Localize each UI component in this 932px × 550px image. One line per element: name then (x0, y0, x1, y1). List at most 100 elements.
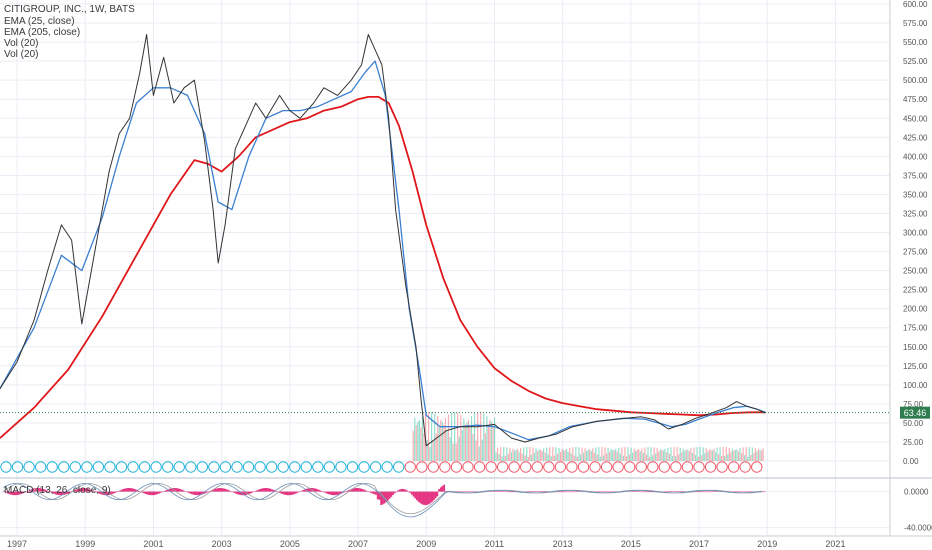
volume-bar (473, 413, 476, 461)
macd-hist-bar (537, 491, 539, 492)
earnings-marker (681, 461, 694, 473)
dividend-marker (242, 461, 255, 473)
volume-bar (653, 447, 655, 461)
volume-bar (630, 447, 632, 461)
macd-hist-bar (458, 491, 461, 493)
event-markers[interactable] (0, 461, 763, 473)
legend-vol-2[interactable]: Vol (20) (4, 49, 39, 60)
volume-bar (556, 453, 559, 461)
price-tick-label: 100.00 (903, 381, 928, 390)
macd-hist-bar (562, 491, 565, 493)
macd-hist-bar (462, 491, 464, 493)
price-tick-label: 225.00 (903, 286, 928, 295)
macd-hist-bar (126, 488, 128, 492)
time-axis[interactable]: 1997 1999 2001 2003 2005 2007 2009 2011 2013 2015… (0, 535, 932, 549)
macd-hist-bar (414, 491, 417, 499)
volume-bar (532, 447, 534, 461)
volume-bar (619, 453, 621, 461)
volume-bar (543, 448, 545, 461)
price-axis[interactable]: 600.00 575.00 550.00 525.00 500.00 475.00 450.… (889, 0, 928, 536)
macd-hist-bar (170, 488, 173, 492)
macd-hist-bar (46, 490, 48, 492)
macd-hist-bar (470, 491, 473, 493)
macd-hist-bar (702, 491, 705, 493)
macd-hist-bar (695, 491, 698, 493)
volume-bar (641, 448, 643, 461)
macd-hist-bar (335, 491, 338, 495)
volume-bar (467, 419, 470, 461)
volume-bar (662, 450, 664, 461)
volume-bar (618, 447, 620, 461)
volume-bar (455, 443, 457, 461)
macd-hist-bar (422, 491, 425, 505)
macd-hist-bar (576, 491, 579, 492)
macd-hist-bar (81, 488, 84, 492)
earnings-marker (462, 461, 474, 473)
macd-hist-bar (146, 491, 149, 495)
macd-hist-bar (390, 491, 393, 497)
earnings-marker (416, 461, 428, 473)
earnings-marker (566, 461, 578, 473)
volume-bar (576, 456, 578, 461)
price-lines (0, 34, 766, 447)
last-price-line: 63.46 (0, 406, 930, 419)
macd-hist-bar (175, 488, 178, 492)
volume-bar (668, 453, 671, 461)
volume-bar (745, 447, 747, 461)
macd-hist-bar (538, 491, 541, 492)
macd-hist-bar (567, 491, 570, 493)
legend-vol-1[interactable]: Vol (20) (4, 38, 39, 49)
volume-bar (440, 419, 442, 461)
macd-hist-bar (361, 488, 364, 492)
time-tick-label: 1997 (7, 539, 27, 549)
volume-bar (487, 427, 489, 461)
volume-bar (590, 451, 592, 461)
dividend-marker (208, 461, 220, 473)
price-tick-label: 200.00 (903, 305, 928, 314)
macd-hist-bar (381, 491, 384, 505)
volume-bar (561, 448, 563, 461)
dividend-marker (173, 461, 185, 473)
legend-ema-25[interactable]: EMA (25, close) (4, 16, 75, 27)
macd-hist-bar (526, 491, 529, 493)
macd-hist-bar (284, 491, 287, 495)
macd-hist-bar (364, 490, 367, 492)
macd-hist-bar (306, 488, 309, 492)
dividend-marker (300, 461, 312, 473)
macd-hist-bar (533, 491, 536, 492)
volume-bar (559, 451, 562, 461)
volume-bar (460, 414, 462, 461)
macd-hist-bar (322, 491, 325, 493)
volume-bar (529, 447, 531, 461)
macd-hist-bar (410, 491, 413, 495)
macd-hist-bar (163, 490, 166, 492)
legend-ema-205[interactable]: EMA (205, close) (4, 27, 81, 38)
macd-hist-bar (412, 491, 415, 497)
volume-bar (466, 422, 468, 461)
volume-bars (412, 412, 764, 461)
macd-hist-bar (363, 489, 365, 492)
volume-bar (558, 447, 560, 461)
macd-hist-bar (47, 491, 50, 492)
macd-hist-bar (600, 491, 602, 493)
macd-hist-bar (356, 488, 359, 492)
macd-hist-bar (90, 489, 93, 492)
macd-hist-bar (197, 491, 200, 496)
dividend-marker (231, 461, 243, 473)
macd-hist-bar (545, 491, 548, 492)
macd-hist-bar (385, 491, 388, 503)
macd-hist-bar (112, 491, 115, 494)
macd-hist-bar (289, 491, 292, 496)
macd-hist-bar (100, 491, 103, 495)
macd-hist-bar (88, 489, 91, 492)
dividend-marker (369, 461, 382, 473)
macd-hist-bar (42, 489, 45, 492)
dividend-marker (104, 461, 116, 473)
legend-macd[interactable]: MACD (13, 26, close, 9) (4, 485, 111, 496)
volume-bar (421, 416, 424, 461)
earnings-marker (727, 461, 740, 473)
volume-bar (412, 430, 414, 461)
macd-panel[interactable]: 0.0000 -40.0000 (0, 477, 932, 533)
price-tick-label: 325.00 (903, 209, 928, 218)
